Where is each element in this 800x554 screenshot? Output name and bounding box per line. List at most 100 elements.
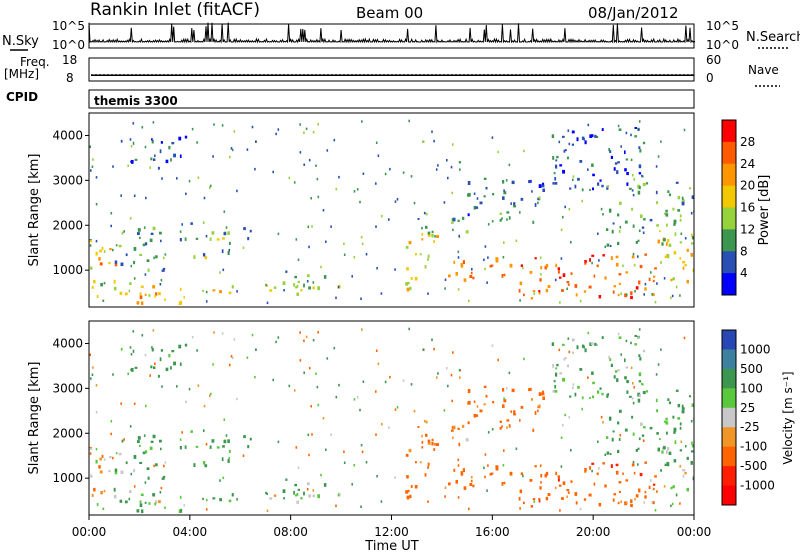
power-cell <box>553 172 556 175</box>
power-cell <box>179 287 182 291</box>
velocity-cell <box>468 400 471 405</box>
velocity-cell <box>690 420 693 423</box>
power-cell <box>469 275 473 278</box>
power-cell <box>312 131 315 134</box>
colorbar-tick-label: 100 <box>740 381 763 395</box>
velocity-cell <box>679 465 682 468</box>
power-cell <box>356 188 359 191</box>
power-cell <box>545 288 549 293</box>
velocity-cell <box>155 463 158 467</box>
velocity-cell <box>414 485 418 489</box>
velocity-cell <box>396 406 399 409</box>
power-cell <box>384 172 387 176</box>
velocity-cell <box>613 375 616 379</box>
freq-panel <box>88 57 695 82</box>
velocity-cell <box>637 463 639 466</box>
velocity-cell <box>508 371 511 375</box>
power-cell <box>377 154 380 157</box>
cpid-label: CPID <box>6 90 38 104</box>
power-cell <box>143 226 146 229</box>
power-cell <box>112 165 114 168</box>
velocity-cell <box>592 381 595 385</box>
y-tick-label: 1000 <box>52 471 83 485</box>
power-cell <box>663 238 666 242</box>
velocity-cell <box>147 476 150 480</box>
power-cell <box>562 135 565 138</box>
velocity-cell <box>405 490 409 494</box>
power-cell <box>587 123 590 127</box>
velocity-cell <box>642 391 646 395</box>
velocity-cell <box>657 447 660 452</box>
velocity-cell <box>610 464 613 468</box>
power-cell <box>120 194 122 197</box>
velocity-cell <box>544 473 547 478</box>
power-cell <box>572 178 574 182</box>
power-cell <box>265 283 267 287</box>
velocity-cell <box>663 420 667 423</box>
power-cell <box>159 231 162 235</box>
power-cell <box>501 274 504 278</box>
velocity-cell <box>303 371 305 374</box>
velocity-cell <box>653 483 656 486</box>
power-cell <box>616 170 619 175</box>
velocity-cell <box>569 395 572 398</box>
velocity-cell <box>553 380 556 383</box>
velocity-cell <box>303 339 305 342</box>
power-cell <box>99 262 103 266</box>
velocity-cell <box>359 408 361 412</box>
power-cell <box>590 134 594 138</box>
power-cell <box>408 240 412 245</box>
velocity-cell <box>435 376 438 379</box>
power-cell <box>613 285 617 288</box>
power-cell <box>155 292 158 296</box>
power-cell <box>637 239 640 242</box>
power-colorbar: 28 24 20 16 12 8 4 <box>721 119 755 296</box>
power-cell <box>144 273 147 276</box>
x-tick-label: 08:00 <box>273 525 308 539</box>
power-cell <box>653 275 656 278</box>
power-cell <box>675 285 678 289</box>
power-cell <box>308 286 311 290</box>
velocity-cell <box>457 464 460 467</box>
power-panel <box>88 112 695 308</box>
freq-label: Freq. <box>20 55 50 69</box>
power-cell <box>491 136 494 139</box>
velocity-cell <box>638 488 641 493</box>
velocity-cell <box>664 463 668 466</box>
velocity-cell <box>492 401 495 404</box>
power-cell <box>673 219 677 224</box>
power-cell <box>509 263 513 268</box>
power-cell <box>560 257 563 260</box>
velocity-cell <box>405 453 409 457</box>
velocity-cell <box>538 499 541 503</box>
power-cell <box>155 255 158 259</box>
velocity-cell <box>515 447 518 450</box>
velocity-cell <box>644 495 647 499</box>
power-cell <box>160 141 163 144</box>
colorbar-swatch <box>722 388 736 409</box>
velocity-cell <box>590 342 594 346</box>
power-cell <box>308 158 311 162</box>
power-cell <box>229 155 231 159</box>
power-cell <box>421 238 424 241</box>
velocity-cell <box>457 427 460 430</box>
power-cell <box>225 226 228 229</box>
velocity-cell <box>638 394 641 398</box>
velocity-cell <box>642 439 645 442</box>
power-cell <box>185 192 187 196</box>
velocity-cell <box>503 481 506 485</box>
power-cell <box>540 266 543 270</box>
velocity-cell <box>534 465 537 468</box>
velocity-cell <box>591 469 593 473</box>
velocity-cell <box>624 501 628 506</box>
velocity-cell <box>112 456 114 460</box>
power-cell <box>457 250 460 254</box>
velocity-cell <box>176 385 178 388</box>
velocity-cell <box>463 486 467 490</box>
power-cell <box>625 293 628 296</box>
velocity-cell <box>99 470 103 474</box>
colorbar-tick-label: -25 <box>740 420 760 434</box>
power-cell <box>597 232 599 235</box>
power-cell <box>660 140 662 143</box>
velocity-cell <box>679 502 681 505</box>
